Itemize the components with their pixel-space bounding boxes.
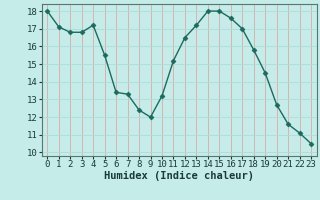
- X-axis label: Humidex (Indice chaleur): Humidex (Indice chaleur): [104, 171, 254, 181]
